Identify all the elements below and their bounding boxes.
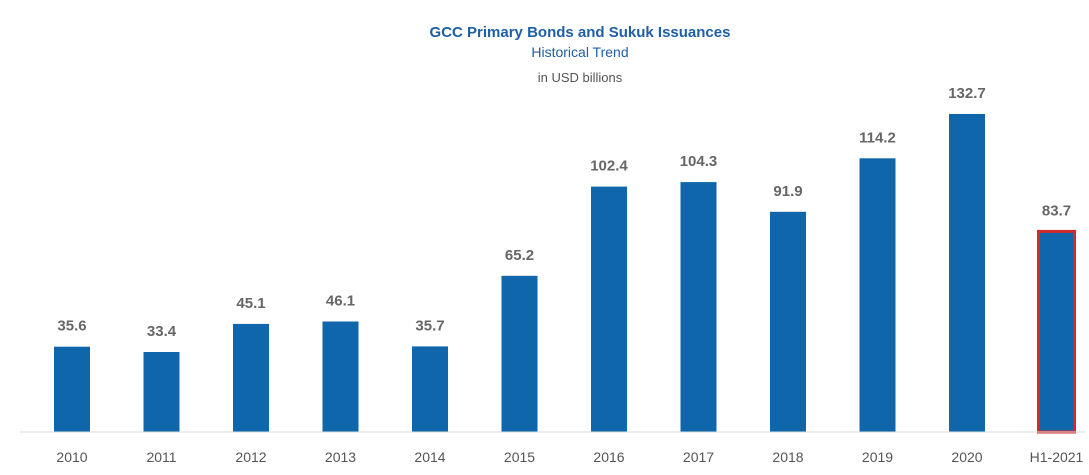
data-label-2015: 65.2 xyxy=(505,247,534,264)
data-label-2020: 132.7 xyxy=(948,85,986,102)
data-label-2018: 91.9 xyxy=(773,183,802,200)
bar-2010 xyxy=(54,346,90,432)
x-tick-label-2014: 2014 xyxy=(414,449,445,465)
bar-2018 xyxy=(770,211,806,432)
bar-2014 xyxy=(412,346,448,432)
x-tick-label-2010: 2010 xyxy=(56,449,87,465)
bar-2016 xyxy=(591,186,627,432)
chart-subtitle: Historical Trend xyxy=(531,44,628,60)
x-tick-label-2020: 2020 xyxy=(951,449,982,465)
x-tick-label-2011: 2011 xyxy=(146,449,176,465)
chart-unit-label: in USD billions xyxy=(538,70,623,85)
bar-2019 xyxy=(859,158,896,433)
data-label-2010: 35.6 xyxy=(57,318,86,335)
data-label-h1-2021: 83.7 xyxy=(1042,202,1071,219)
data-label-2013: 46.1 xyxy=(326,293,355,310)
x-tick-label-2015: 2015 xyxy=(504,449,535,465)
bar-2020 xyxy=(949,114,985,432)
data-label-2016: 102.4 xyxy=(590,158,628,175)
bar-2012 xyxy=(233,323,269,432)
data-label-2011: 33.4 xyxy=(147,323,177,340)
data-label-2014: 35.7 xyxy=(415,317,444,334)
bar-2013 xyxy=(322,321,359,432)
bar-h1-2021 xyxy=(1037,229,1076,434)
x-tick-label-2013: 2013 xyxy=(325,449,356,465)
x-tick-label-2017: 2017 xyxy=(683,449,714,465)
chart-title: GCC Primary Bonds and Sukuk Issuances xyxy=(430,24,731,41)
bar-2017 xyxy=(680,182,717,432)
x-tick-label-2012: 2012 xyxy=(235,449,266,465)
data-label-2012: 45.1 xyxy=(236,295,265,312)
bar-group: 35.6 2010 33.4 2011 45.1 2012 46.1 2013 35.7 2014… xyxy=(54,85,1084,465)
x-tick-label-2016: 2016 xyxy=(593,449,624,465)
x-tick-label-2019: 2019 xyxy=(862,449,893,465)
bar-2011 xyxy=(143,352,180,432)
x-tick-label-2018: 2018 xyxy=(772,449,803,465)
data-label-2017: 104.3 xyxy=(680,153,718,170)
data-label-2019: 114.2 xyxy=(859,129,896,146)
bar-2015 xyxy=(501,275,538,432)
x-tick-label-h1-2021: H1-2021 xyxy=(1030,449,1084,465)
